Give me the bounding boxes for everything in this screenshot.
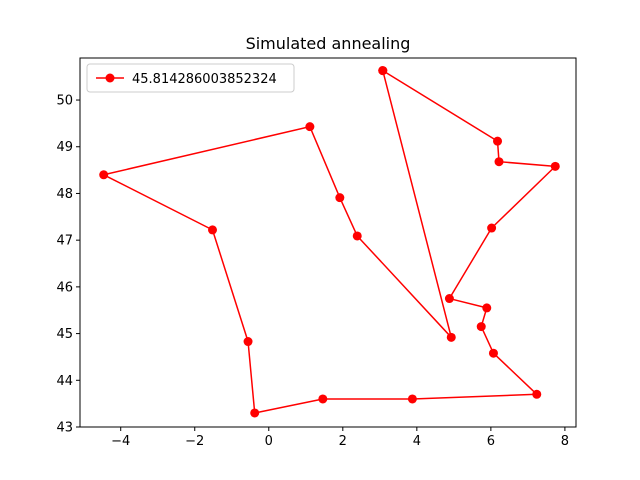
data-point (494, 157, 504, 167)
chart-title: Simulated annealing (246, 34, 411, 53)
x-tick-label: 8 (561, 434, 569, 449)
legend-label: 45.814286003852324 (132, 72, 277, 87)
y-tick-label: 48 (56, 187, 73, 202)
y-tick-label: 44 (56, 374, 73, 389)
data-point (352, 231, 362, 241)
y-tick-label: 45 (56, 327, 73, 342)
y-tick-label: 49 (56, 140, 73, 155)
y-tick-label: 46 (56, 280, 73, 295)
plot-area (99, 66, 560, 418)
data-point (99, 170, 109, 180)
data-point (482, 303, 492, 313)
legend: 45.814286003852324 (86, 63, 295, 93)
x-tick-label: 4 (413, 434, 421, 449)
data-point (318, 394, 328, 404)
x-tick-label: −4 (111, 434, 130, 449)
data-point (305, 122, 315, 132)
x-tick-label: −2 (185, 434, 204, 449)
data-point (378, 66, 388, 76)
y-tick-label: 43 (56, 421, 73, 436)
data-point (476, 322, 486, 332)
y-tick-label: 50 (56, 94, 73, 109)
x-tick-label: 2 (339, 434, 347, 449)
data-point (493, 136, 503, 146)
data-point (243, 337, 253, 347)
legend-box (86, 63, 295, 93)
data-point (335, 193, 345, 203)
x-tick-label: 0 (265, 434, 273, 449)
data-point (446, 332, 456, 342)
data-point (208, 225, 218, 235)
x-tick-label: 6 (487, 434, 495, 449)
data-point (550, 161, 560, 171)
data-point (444, 294, 454, 304)
data-point (532, 389, 542, 399)
data-point (407, 394, 417, 404)
data-point (250, 408, 260, 418)
legend-marker (105, 73, 115, 83)
axes-frame (79, 57, 577, 428)
y-tick-label: 47 (56, 234, 73, 249)
data-point (488, 348, 498, 358)
data-point (487, 223, 497, 233)
